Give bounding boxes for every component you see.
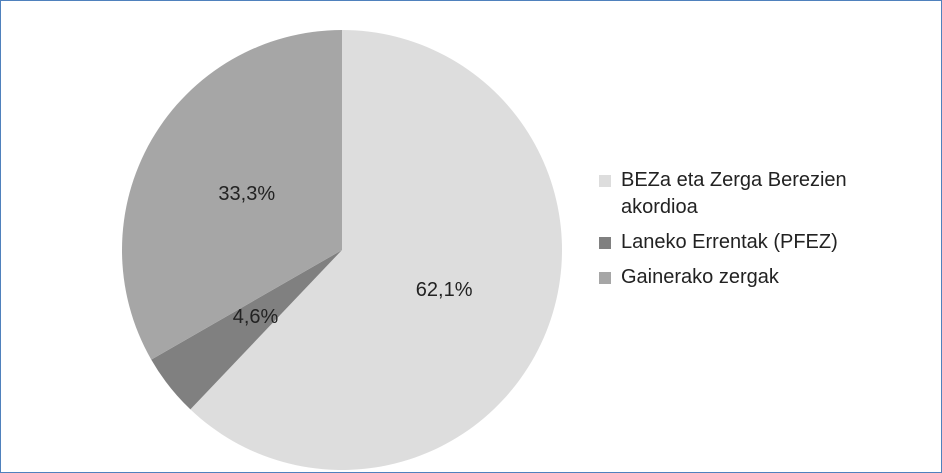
legend-swatch	[599, 272, 611, 284]
legend-label: Gainerako zergak	[621, 266, 779, 288]
data-label: 62,1%	[416, 279, 473, 301]
legend-item: Laneko Errentak (PFEZ)	[599, 229, 849, 256]
data-label: 33,3%	[218, 183, 275, 205]
pie-slice	[121, 30, 342, 360]
legend-label: Laneko Errentak (PFEZ)	[621, 231, 838, 253]
legend-swatch	[599, 237, 611, 249]
legend: BEZa eta Zerga Berezien akordioa Laneko E…	[599, 167, 849, 299]
legend-item: Gainerako zergak	[599, 264, 849, 291]
pie-slice	[190, 30, 563, 471]
legend-item: BEZa eta Zerga Berezien akordioa	[599, 167, 849, 221]
legend-swatch	[599, 175, 611, 187]
pie-slice	[151, 250, 342, 410]
data-label: 4,6%	[233, 306, 279, 328]
legend-label: BEZa eta Zerga Berezien akordioa	[621, 169, 847, 218]
